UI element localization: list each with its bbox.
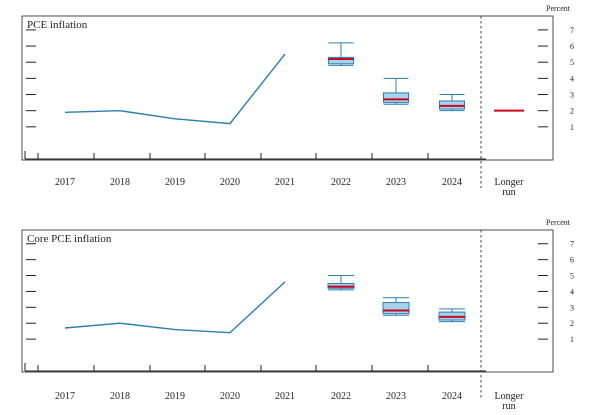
- x-tick-label-2019: 2019: [165, 391, 185, 402]
- interquartile-box: [383, 92, 409, 104]
- x-tick-label-2017: 2017: [55, 391, 75, 402]
- chart-title: PCE inflation: [27, 19, 88, 31]
- x-tick-label-2019: 2019: [165, 177, 185, 188]
- projection-box-2022: [327, 275, 355, 291]
- history-line: [64, 53, 286, 125]
- y-tick-label-7: 7: [570, 26, 574, 35]
- x-tick-label-2018: 2018: [110, 177, 130, 188]
- y-tick-label-3: 3: [570, 91, 574, 100]
- x-tick-label-2018: 2018: [110, 391, 130, 402]
- projection-box-2024: [439, 94, 465, 112]
- x-tick-label-longer-run: Longer run: [495, 391, 525, 412]
- y-tick-label-3: 3: [570, 303, 574, 312]
- chart-panel-1: PCE inflation Percent 1 2 3 4 5 6 7 2017 2018 2019 2…: [21, 4, 574, 198]
- y-tick-label-6: 6: [570, 256, 574, 265]
- x-tick-label-2023: 2023: [386, 177, 406, 188]
- interquartile-box: [328, 56, 354, 65]
- interquartile-box: [382, 302, 410, 315]
- y-tick-label-4: 4: [570, 287, 574, 296]
- y-axis-label: Percent: [546, 4, 571, 13]
- chart-title: Core PCE inflation: [27, 233, 112, 245]
- x-tick-label-2022: 2022: [331, 391, 351, 402]
- projection-box-2024: [438, 308, 466, 323]
- x-tick-label-2021: 2021: [275, 391, 295, 402]
- y-tick-label-6: 6: [570, 42, 574, 51]
- y-tick-label-4: 4: [570, 74, 574, 83]
- x-tick-label-2022: 2022: [331, 177, 351, 188]
- chart-panel-2: Core PCE inflation Percent 1 2 3 4 5 6 7 2017 2018…: [21, 218, 574, 412]
- projection-box-2023: [383, 77, 409, 105]
- x-tick-label-2023: 2023: [386, 391, 406, 402]
- projection-box-2023: [382, 297, 410, 316]
- y-axis-label: Percent: [546, 218, 571, 227]
- x-tick-label-2017: 2017: [55, 177, 75, 188]
- x-tick-label-2024: 2024: [442, 177, 462, 188]
- x-tick-label-2021: 2021: [275, 177, 295, 188]
- x-tick-label-2020: 2020: [220, 177, 240, 188]
- y-tick-label-5: 5: [570, 58, 574, 67]
- y-tick-label-5: 5: [570, 272, 574, 281]
- plot-frame: [21, 15, 554, 161]
- x-tick-label-2020: 2020: [220, 391, 240, 402]
- y-tick-label-1: 1: [570, 335, 574, 344]
- y-tick-label-7: 7: [570, 240, 574, 249]
- y-tick-label-1: 1: [570, 123, 574, 132]
- plot-frame: [21, 229, 554, 373]
- projection-box-2022: [328, 42, 354, 66]
- x-tick-label-2024: 2024: [442, 391, 462, 402]
- history-line: [64, 281, 286, 334]
- y-tick-label-2: 2: [570, 107, 574, 116]
- y-tick-label-2: 2: [570, 319, 574, 328]
- x-tick-label-longer-run: Longer run: [495, 177, 525, 198]
